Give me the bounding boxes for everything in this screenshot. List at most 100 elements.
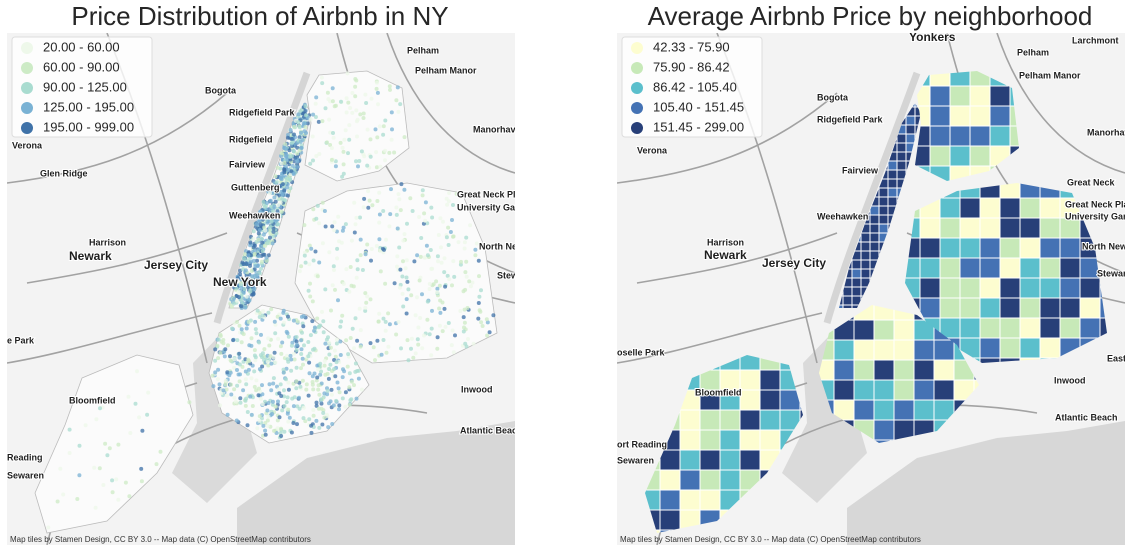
listing-point bbox=[360, 268, 365, 272]
neighborhood bbox=[887, 160, 898, 171]
listing-point bbox=[434, 279, 439, 284]
neighborhood bbox=[739, 429, 761, 451]
listing-point bbox=[234, 286, 239, 291]
road bbox=[7, 312, 213, 364]
neighborhood bbox=[893, 359, 915, 381]
listing-point bbox=[299, 366, 303, 371]
neighborhood bbox=[905, 124, 916, 135]
listing-point bbox=[286, 419, 291, 424]
listing-point bbox=[279, 434, 284, 438]
listing-point bbox=[356, 376, 361, 381]
listing-point bbox=[356, 368, 361, 373]
listing-point bbox=[282, 188, 287, 193]
listing-point bbox=[276, 203, 281, 208]
place-label: Pelham bbox=[1017, 47, 1049, 57]
listing-point bbox=[222, 354, 227, 359]
listing-point bbox=[275, 426, 280, 431]
listing-point bbox=[228, 370, 233, 375]
listing-point bbox=[235, 276, 240, 281]
neighborhood bbox=[873, 379, 895, 401]
listing-point bbox=[261, 423, 266, 428]
listing-point bbox=[428, 248, 433, 252]
listing-point bbox=[465, 306, 470, 310]
listing-point bbox=[446, 243, 451, 247]
listing-point bbox=[296, 120, 301, 125]
listing-point bbox=[340, 228, 345, 233]
listing-point bbox=[234, 279, 239, 284]
listing-point bbox=[273, 199, 278, 204]
listing-point bbox=[275, 314, 280, 319]
listing-point bbox=[229, 392, 234, 397]
listing-point bbox=[349, 283, 354, 288]
place-label: Bogota bbox=[817, 92, 849, 102]
listing-point bbox=[366, 205, 371, 210]
listing-point bbox=[450, 328, 455, 333]
listing-point bbox=[462, 246, 467, 251]
listing-point bbox=[285, 135, 290, 140]
listing-point bbox=[453, 333, 457, 338]
listing-point bbox=[268, 191, 272, 196]
listing-point bbox=[317, 260, 322, 265]
listing-point bbox=[270, 412, 275, 416]
listing-point bbox=[374, 80, 379, 85]
neighborhood bbox=[719, 469, 741, 491]
neighborhood bbox=[919, 237, 941, 259]
listing-point bbox=[299, 347, 304, 352]
legend-label: 20.00 - 60.00 bbox=[43, 39, 120, 54]
neighborhood bbox=[949, 85, 971, 107]
listing-point bbox=[272, 195, 277, 200]
place-label: Stewar bbox=[497, 270, 527, 280]
neighborhood bbox=[869, 214, 880, 225]
legend-box bbox=[621, 36, 763, 138]
listing-point bbox=[320, 119, 325, 124]
neighborhood bbox=[659, 489, 681, 511]
listing-point bbox=[316, 119, 321, 124]
listing-point bbox=[305, 121, 310, 126]
listing-point bbox=[243, 369, 248, 374]
neighborhood bbox=[929, 105, 951, 127]
attribution: Map tiles by Stamen Design, CC BY 3.0 --… bbox=[620, 535, 921, 544]
listing-point bbox=[471, 341, 476, 346]
neighborhood bbox=[1039, 317, 1061, 339]
listing-point bbox=[327, 367, 332, 371]
neighborhood bbox=[979, 297, 1001, 319]
listing-point bbox=[386, 311, 391, 316]
listing-point bbox=[404, 311, 409, 316]
listing-point bbox=[310, 134, 315, 139]
listing-point bbox=[358, 253, 363, 258]
listing-point bbox=[311, 387, 316, 392]
listing-point bbox=[284, 400, 289, 405]
listing-point bbox=[295, 145, 300, 150]
listing-point bbox=[476, 301, 481, 305]
listing-point bbox=[285, 357, 290, 362]
neighborhood bbox=[878, 187, 889, 198]
listing-point bbox=[420, 346, 425, 351]
listing-point bbox=[298, 384, 303, 389]
listing-point bbox=[332, 104, 337, 109]
listing-point bbox=[377, 190, 382, 195]
listing-point bbox=[237, 379, 242, 384]
listing-point bbox=[309, 423, 314, 428]
listing-point bbox=[370, 203, 375, 208]
listing-point bbox=[221, 338, 226, 342]
listing-point bbox=[301, 405, 306, 410]
neighborhood bbox=[939, 297, 961, 319]
listing-point bbox=[279, 351, 284, 356]
listing-point bbox=[304, 131, 308, 135]
listing-point bbox=[343, 222, 348, 227]
neighborhood bbox=[969, 125, 991, 147]
listing-point bbox=[355, 267, 360, 272]
listing-point bbox=[256, 281, 261, 285]
listing-point bbox=[485, 333, 490, 338]
place-label: University Gardens bbox=[457, 202, 540, 212]
listing-point bbox=[289, 357, 294, 362]
listing-point bbox=[303, 125, 308, 130]
neighborhood bbox=[1059, 257, 1081, 279]
river bbox=[823, 71, 921, 324]
listing-point bbox=[307, 371, 312, 376]
neighborhood bbox=[939, 257, 961, 279]
listing-point bbox=[126, 394, 131, 399]
place-label: University Gardens bbox=[1065, 211, 1130, 221]
neighborhood bbox=[699, 449, 721, 471]
listing-point bbox=[241, 388, 246, 393]
